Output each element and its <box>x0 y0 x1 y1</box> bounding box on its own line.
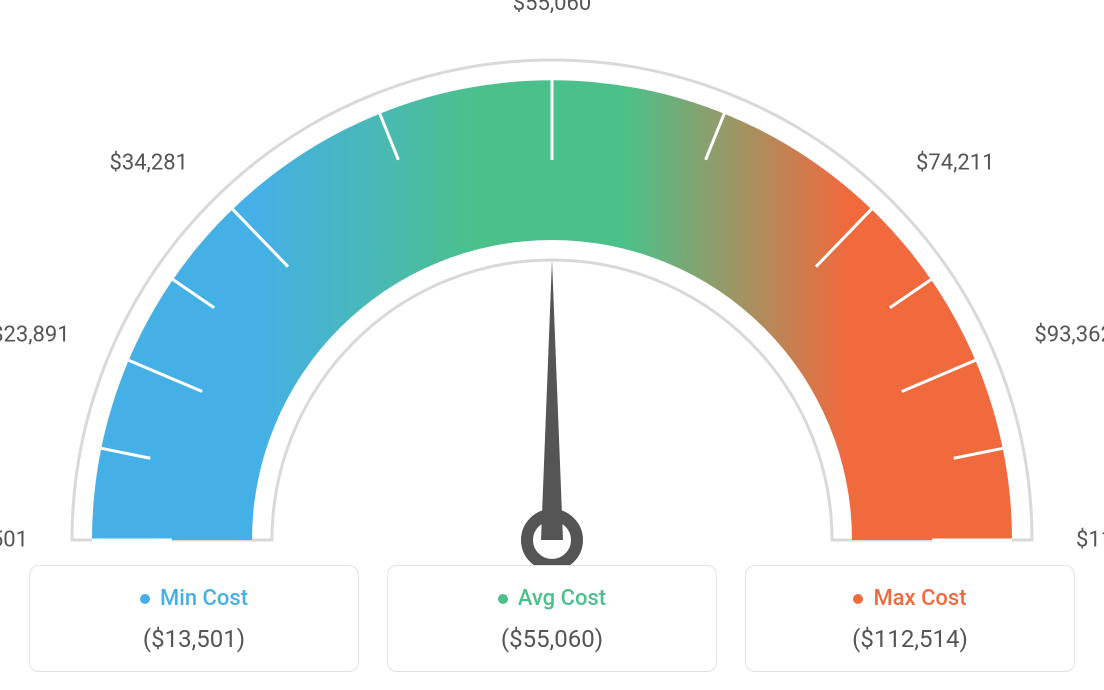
legend-title-text: Avg Cost <box>518 586 606 611</box>
gauge-tick-label: $55,060 <box>513 0 592 16</box>
legend-title-avg: Avg Cost <box>498 586 606 611</box>
legend-value-min: ($13,501) <box>40 625 348 653</box>
legend-card-max: Max Cost ($112,514) <box>745 565 1075 672</box>
legend-value-avg: ($55,060) <box>398 625 706 653</box>
legend-title-text: Min Cost <box>160 586 248 611</box>
dot-icon <box>498 594 508 604</box>
gauge-tick-label: $13,501 <box>0 528 28 553</box>
legend-title-text: Max Cost <box>873 586 966 611</box>
legend-title-max: Max Cost <box>853 586 966 611</box>
gauge-tick-label: $93,362 <box>1034 323 1104 348</box>
cost-gauge <box>0 0 1104 570</box>
legend-card-min: Min Cost ($13,501) <box>29 565 359 672</box>
gauge-tick-label: $112,514 <box>1076 528 1104 553</box>
gauge-tick-label: $34,281 <box>109 151 188 176</box>
gauge-container: $13,501 $23,891 $34,281 $55,060 $74,211 $93,3… <box>0 0 1104 570</box>
dot-icon <box>140 594 150 604</box>
gauge-tick-label: $74,211 <box>916 151 995 176</box>
legend-title-min: Min Cost <box>140 586 248 611</box>
legend-card-avg: Avg Cost ($55,060) <box>387 565 717 672</box>
dot-icon <box>853 594 863 604</box>
legend-value-max: ($112,514) <box>756 625 1064 653</box>
gauge-tick-label: $23,891 <box>0 323 70 348</box>
legend-row: Min Cost ($13,501) Avg Cost ($55,060) Ma… <box>0 565 1104 672</box>
